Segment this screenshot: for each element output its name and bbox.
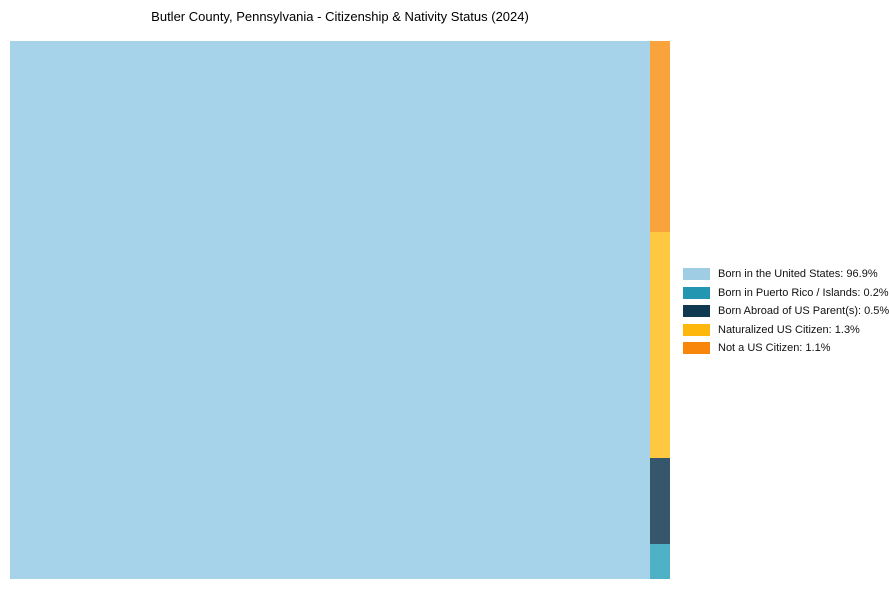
treemap-segment-born-in-the-united-states xyxy=(10,41,650,579)
legend-swatch-icon xyxy=(683,305,710,318)
legend-label: Born in the United States: 96.9% xyxy=(718,268,878,281)
legend: Born in the United States: 96.9% Born in … xyxy=(683,265,889,358)
treemap-plot xyxy=(10,41,670,579)
treemap-segment-not-a-us-citizen xyxy=(649,41,670,232)
legend-label: Not a US Citizen: 1.1% xyxy=(718,342,831,355)
legend-item-born-abroad-of-us-parent-s: Born Abroad of US Parent(s): 0.5% xyxy=(683,302,889,321)
legend-swatch-icon xyxy=(683,323,710,336)
legend-swatch-icon xyxy=(683,286,710,299)
legend-item-born-in-puerto-rico-islands: Born in Puerto Rico / Islands: 0.2% xyxy=(683,284,889,303)
legend-label: Naturalized US Citizen: 1.3% xyxy=(718,323,860,336)
legend-item-born-in-the-united-states: Born in the United States: 96.9% xyxy=(683,265,889,284)
legend-swatch-icon xyxy=(683,268,710,281)
legend-label: Born Abroad of US Parent(s): 0.5% xyxy=(718,305,889,318)
treemap-segment-naturalized-us-citizen xyxy=(649,231,670,458)
chart-title: Butler County, Pennsylvania - Citizenshi… xyxy=(151,9,529,24)
treemap-segment-born-abroad-of-us-parent-s xyxy=(649,457,670,545)
legend-swatch-icon xyxy=(683,342,710,355)
legend-label: Born in Puerto Rico / Islands: 0.2% xyxy=(718,286,889,299)
legend-item-not-a-us-citizen: Not a US Citizen: 1.1% xyxy=(683,339,889,358)
treemap-minor-column xyxy=(649,41,670,579)
legend-item-naturalized-us-citizen: Naturalized US Citizen: 1.3% xyxy=(683,321,889,340)
treemap-segment-born-in-puerto-rico-islands xyxy=(649,544,670,579)
